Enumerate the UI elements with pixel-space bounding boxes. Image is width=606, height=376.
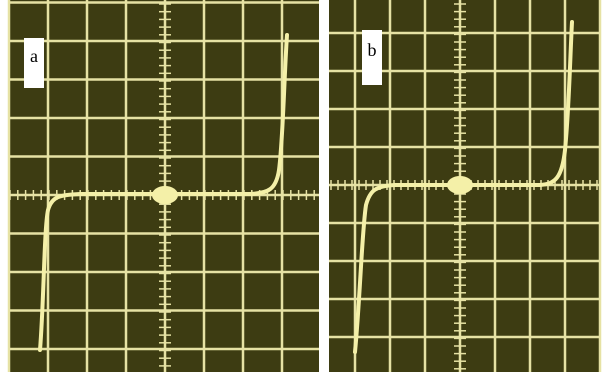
panel-b: b <box>329 0 601 372</box>
panel-a: a <box>8 0 319 372</box>
trace-center-dot <box>447 176 473 194</box>
panel-label: a <box>30 46 38 66</box>
oscilloscope-figure: a b <box>0 0 606 376</box>
panel-label: b <box>368 40 377 60</box>
trace-center-dot <box>152 186 178 204</box>
